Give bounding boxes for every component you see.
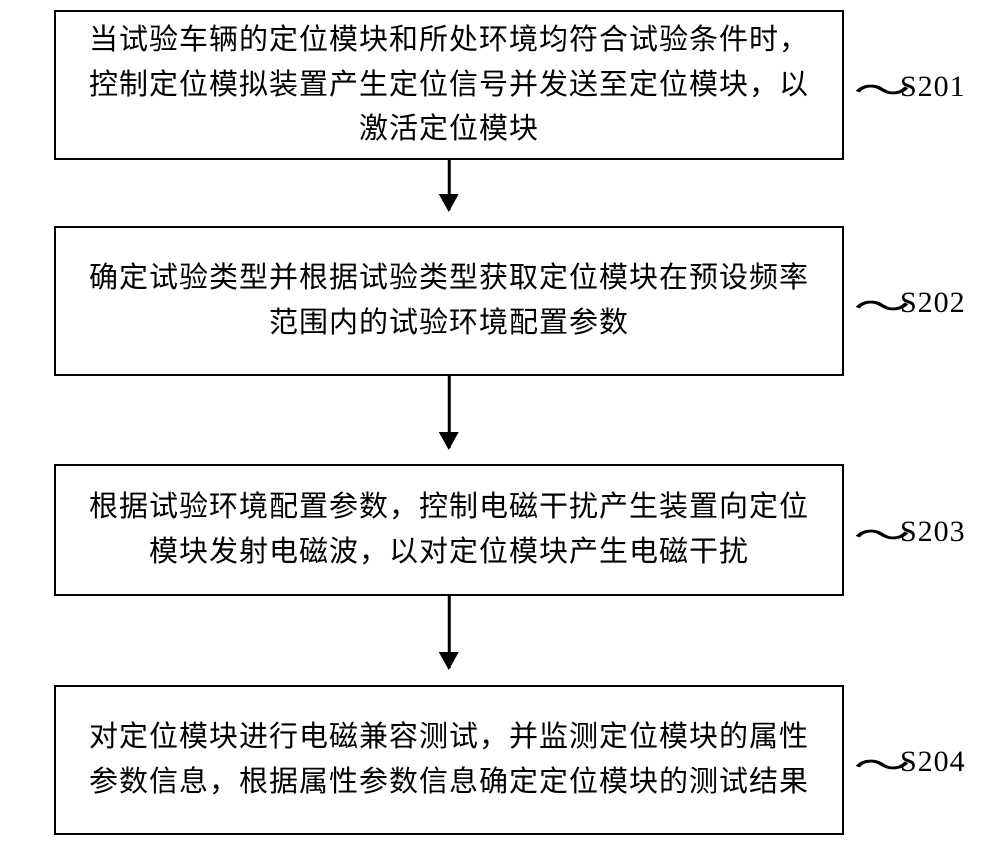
flow-step-text: 确定试验类型并根据试验类型获取定位模块在预设频率范围内的试验环境配置参数 [80,256,818,346]
flow-step-text: 对定位模块进行电磁兼容测试，并监测定位模块的属性参数信息，根据属性参数信息确定定… [80,715,818,805]
flow-step-label-s201: S201 [900,70,966,104]
flow-arrow [448,596,451,668]
flow-step-label-s203: S203 [900,515,966,549]
flow-arrow [448,160,451,210]
flow-step-s204: 对定位模块进行电磁兼容测试，并监测定位模块的属性参数信息，根据属性参数信息确定定… [54,685,844,835]
flow-step-label-s204: S204 [900,745,966,779]
flow-step-label-s202: S202 [900,286,966,320]
flow-step-s202: 确定试验类型并根据试验类型获取定位模块在预设频率范围内的试验环境配置参数 [54,226,844,376]
flowchart-container: 当试验车辆的定位模块和所处环境均符合试验条件时，控制定位模拟装置产生定位信号并发… [0,0,1000,852]
flow-step-s203: 根据试验环境配置参数，控制电磁干扰产生装置向定位模块发射电磁波，以对定位模块产生… [54,464,844,596]
flow-step-text: 当试验车辆的定位模块和所处环境均符合试验条件时，控制定位模拟装置产生定位信号并发… [80,18,818,153]
flow-arrow [448,376,451,448]
flow-step-text: 根据试验环境配置参数，控制电磁干扰产生装置向定位模块发射电磁波，以对定位模块产生… [80,485,818,575]
flow-step-s201: 当试验车辆的定位模块和所处环境均符合试验条件时，控制定位模拟装置产生定位信号并发… [54,10,844,160]
